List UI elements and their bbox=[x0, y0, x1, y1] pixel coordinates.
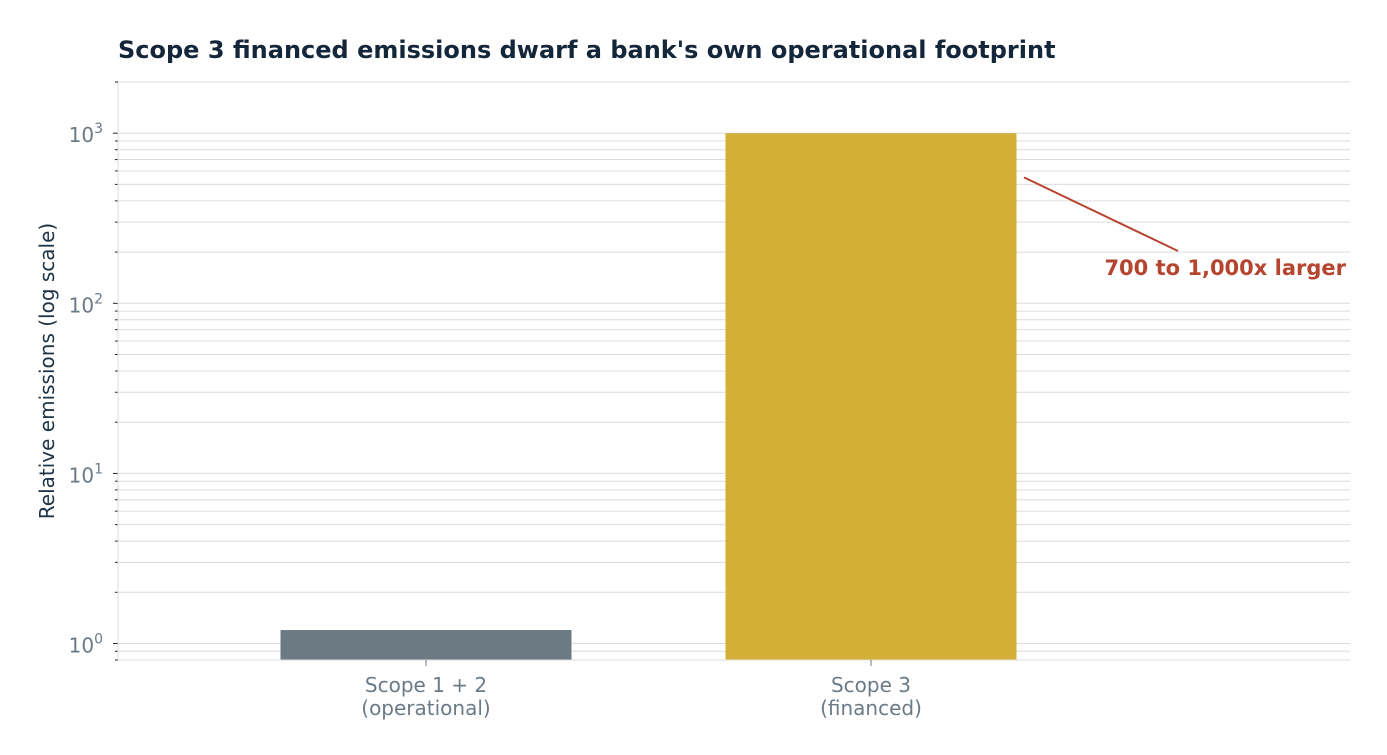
x-tick-label: Scope 1 + 2 bbox=[365, 673, 487, 697]
bar bbox=[725, 133, 1017, 661]
annotation-label: 700 to 1,000x larger bbox=[1104, 256, 1346, 280]
annotation-arrow bbox=[1023, 176, 1179, 252]
y-ticks: 100 101 102 103 bbox=[69, 121, 103, 657]
chart-title: Scope 3 financed emissions dwarf a bank'… bbox=[118, 36, 1056, 64]
axes bbox=[113, 81, 1350, 661]
annotation: 700 to 1,000x larger bbox=[1023, 176, 1347, 280]
y-axis-label: Relative emissions (log scale) bbox=[35, 223, 59, 519]
y-tick-label: 103 bbox=[69, 121, 103, 147]
y-tick-label: 102 bbox=[69, 291, 103, 317]
x-tick-label: (operational) bbox=[361, 696, 490, 720]
bars bbox=[280, 133, 1017, 661]
x-ticks: Scope 1 + 2(operational) Scope 3(financed… bbox=[361, 660, 922, 720]
bar bbox=[280, 630, 572, 660]
y-tick-label: 100 bbox=[69, 632, 103, 658]
x-tick-label: Scope 3 bbox=[831, 673, 911, 697]
y-tick-label: 101 bbox=[69, 461, 103, 487]
x-tick-label: (financed) bbox=[820, 696, 922, 720]
